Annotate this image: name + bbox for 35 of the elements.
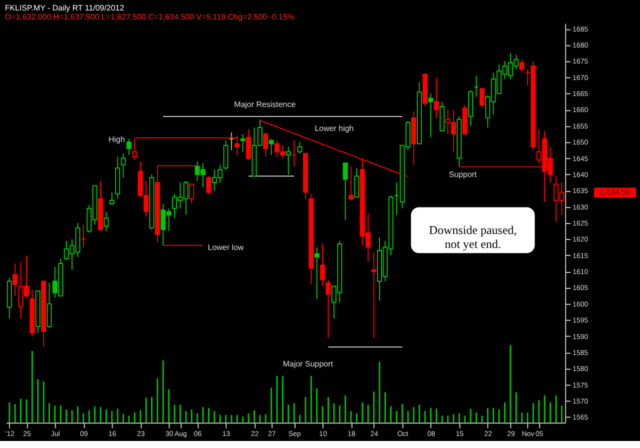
candlestick [126, 138, 132, 156]
chart-subtitle: O=1,632.000 H=1,637.500 L=1,627.500 C=1,634.500 V=5,119 Chg=2.500 -0.15% [4, 12, 294, 22]
annotation: Support [448, 170, 478, 180]
candlestick [12, 262, 18, 296]
annotation: Major Support [282, 359, 334, 368]
annotation: Major Resistence [234, 100, 296, 109]
candlestick [428, 93, 434, 138]
candlestick [314, 246, 320, 300]
candlestick [206, 176, 212, 194]
annotation: Downside paused, not yet end. [428, 223, 517, 252]
candlestick [46, 282, 52, 329]
annotation: Lower high [314, 124, 354, 134]
candlestick [109, 192, 114, 206]
candlestick [240, 133, 246, 152]
candlestick [246, 128, 252, 160]
candlestick [519, 59, 524, 73]
candlestick [297, 142, 302, 154]
candlestick [223, 140, 228, 170]
annotation: High [108, 134, 125, 144]
candlestick [348, 166, 354, 201]
candlestick [286, 146, 291, 175]
candlestick [342, 162, 348, 220]
candlestick [263, 132, 268, 158]
text: 1,634.50 [600, 188, 632, 197]
candlestick [320, 244, 326, 287]
candlestick [371, 252, 376, 338]
candlestick [479, 88, 484, 109]
candlestick [326, 279, 331, 338]
candlestick [268, 138, 274, 156]
candlestick [354, 167, 360, 198]
candlestick [434, 76, 439, 118]
annotation: Lower low [208, 242, 244, 252]
candlestick [120, 152, 126, 178]
chart-title: FKLISP.MY - Daily RT 11/09/2012 [4, 3, 125, 12]
candlestick [104, 211, 109, 232]
